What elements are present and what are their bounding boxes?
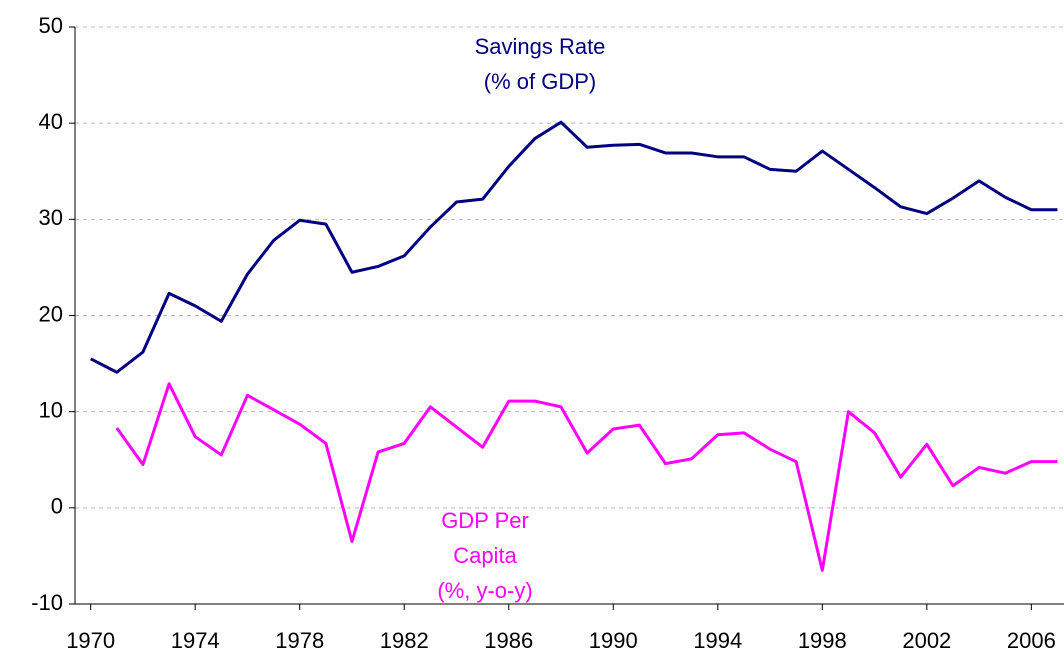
x-tick-label: 2006 <box>1007 628 1056 653</box>
x-tick-label: 1994 <box>693 628 742 653</box>
y-tick-label: 0 <box>51 494 63 519</box>
y-tick-label: 30 <box>39 205 63 230</box>
series-line <box>89 120 1058 374</box>
x-tick-label: 1990 <box>589 628 638 653</box>
y-tick-label: 50 <box>39 13 63 38</box>
x-tick-label: 2002 <box>902 628 951 653</box>
annotation: Capita <box>453 543 517 568</box>
y-tick-label: 10 <box>39 397 63 422</box>
x-tick-label: 1998 <box>798 628 847 653</box>
x-tick-label: 1974 <box>171 628 220 653</box>
x-tick-label: 1970 <box>66 628 115 653</box>
annotation: (% of GDP) <box>484 69 596 94</box>
x-tick-label: 1982 <box>380 628 429 653</box>
series-line <box>115 382 1058 572</box>
x-tick-label: 1986 <box>484 628 533 653</box>
y-tick-label: 20 <box>39 301 63 326</box>
y-tick-label: 40 <box>39 109 63 134</box>
x-tick-label: 1978 <box>275 628 324 653</box>
annotation: Savings Rate <box>475 34 606 59</box>
y-tick-label: -10 <box>31 590 63 615</box>
annotation: GDP Per <box>441 508 529 533</box>
annotation: (%, y-o-y) <box>437 578 532 603</box>
